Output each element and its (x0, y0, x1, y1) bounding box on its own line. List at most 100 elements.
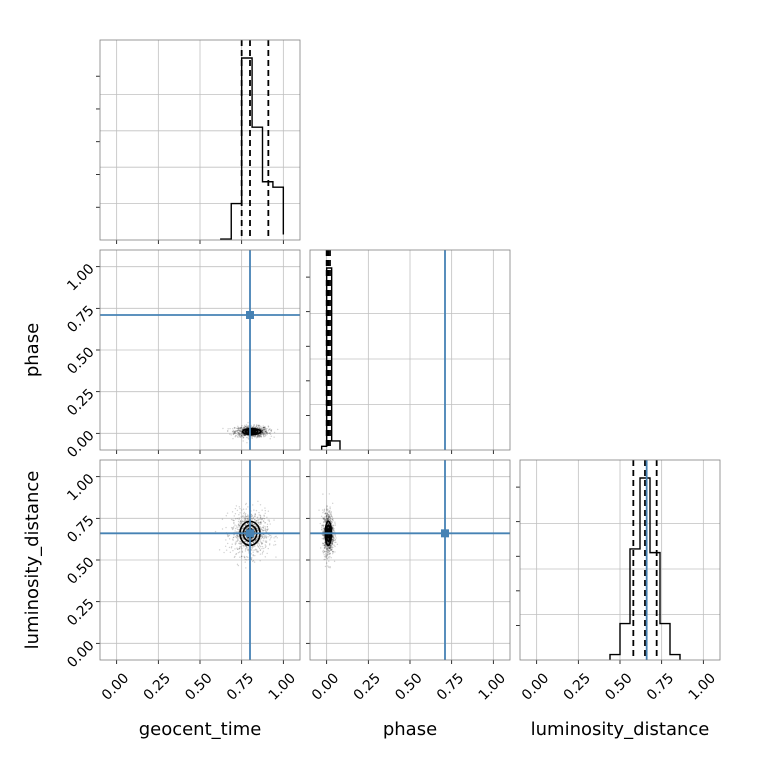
sample-point (246, 527, 248, 530)
sample-point (327, 515, 330, 518)
sample-point (221, 518, 224, 520)
sample-point (330, 520, 333, 523)
sample-point (260, 523, 262, 525)
sample-point (237, 524, 240, 526)
sample-point (260, 427, 262, 429)
sample-point (260, 537, 262, 540)
sample-point (237, 564, 240, 567)
sample-point (334, 545, 336, 548)
sample-point (239, 426, 242, 429)
y-tick-label: 0.00 (64, 638, 97, 671)
sample-point (264, 431, 266, 434)
sample-point (323, 524, 325, 527)
sample-point (264, 522, 266, 524)
sample-point (261, 431, 263, 433)
sample-point (327, 549, 329, 551)
sample-point (243, 540, 246, 543)
sample-point (324, 519, 326, 522)
sample-point (247, 538, 249, 541)
sample-point (237, 530, 240, 533)
sample-point (262, 527, 264, 529)
sample-point (243, 434, 245, 436)
sample-point (268, 535, 271, 537)
sample-point (330, 518, 332, 520)
sample-point (251, 517, 253, 519)
sample-point (242, 437, 244, 439)
sample-point (254, 549, 256, 551)
sample-point (234, 548, 236, 550)
sample-point (233, 556, 236, 559)
sample-point (253, 426, 255, 428)
x-axis-label-phase: phase (383, 719, 437, 740)
sample-point (256, 520, 258, 522)
sample-point (235, 525, 238, 527)
sample-point (329, 566, 331, 569)
sample-point (268, 432, 270, 435)
sample-point (261, 553, 264, 555)
sample-point (252, 541, 254, 544)
sample-point (234, 555, 236, 558)
sample-point (261, 547, 263, 550)
sample-point (254, 512, 256, 515)
sample-point (243, 516, 246, 518)
sample-point (251, 437, 253, 439)
sample-point (328, 560, 330, 562)
sample-point (326, 558, 329, 560)
sample-point (263, 547, 265, 550)
sample-point (331, 526, 334, 529)
sample-point (239, 556, 241, 558)
sample-point (263, 428, 265, 431)
sample-point (269, 543, 271, 545)
sample-point (242, 537, 244, 540)
sample-point (261, 430, 264, 432)
sample-point (227, 430, 229, 432)
sample-point (322, 550, 324, 553)
sample-point (264, 509, 267, 512)
sample-point (264, 529, 267, 532)
sample-point (251, 523, 253, 525)
sample-point (328, 547, 331, 549)
sample-point (329, 516, 332, 519)
sample-point (231, 528, 233, 530)
sample-point (259, 435, 261, 438)
sample-point (238, 529, 240, 531)
sample-point (235, 553, 237, 556)
sample-point (331, 541, 333, 544)
sample-point (231, 511, 234, 513)
sample-point (237, 548, 239, 550)
sample-point (260, 542, 263, 544)
sample-point (257, 435, 260, 437)
sample-point (251, 546, 253, 549)
sample-point (243, 426, 246, 429)
sample-point (237, 539, 239, 542)
sample-point (244, 550, 247, 552)
sample-point (258, 436, 260, 439)
sample-point (244, 515, 247, 517)
sample-point (270, 429, 273, 431)
sample-point (234, 432, 236, 434)
sample-point (230, 547, 233, 549)
sample-point (263, 433, 266, 435)
sample-point (265, 430, 267, 433)
sample-point (322, 529, 324, 532)
sample-point (322, 534, 324, 537)
sample-point (324, 541, 326, 544)
sample-point (268, 519, 271, 521)
sample-point (244, 434, 247, 437)
sample-point (323, 547, 326, 550)
sample-point (261, 429, 264, 432)
sample-point (250, 517, 253, 519)
sample-point (244, 426, 246, 428)
sample-point (263, 436, 265, 438)
sample-point (247, 541, 249, 544)
sample-point (257, 425, 260, 428)
sample-point (247, 549, 249, 551)
sample-point (245, 508, 247, 510)
sample-point (255, 548, 257, 550)
sample-point (325, 519, 327, 521)
sample-point (333, 536, 335, 538)
sample-point (327, 549, 329, 552)
sample-point (267, 426, 270, 428)
sample-point (265, 530, 267, 533)
sample-point (330, 521, 332, 523)
